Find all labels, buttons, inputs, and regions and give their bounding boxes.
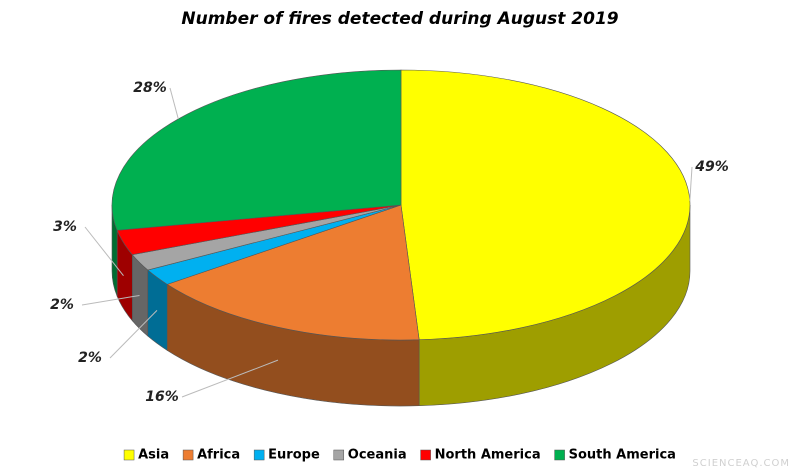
legend-swatch	[554, 449, 565, 461]
legend-label: North America	[435, 448, 541, 463]
legend-label: South America	[569, 448, 676, 463]
data-label: 2%	[50, 297, 74, 313]
legend-swatch	[253, 449, 265, 461]
legend-label: Asia	[138, 448, 169, 463]
data-label: 3%	[53, 219, 77, 235]
data-label: 49%	[694, 159, 729, 175]
chart-title: Number of fires detected during August 2…	[181, 9, 618, 29]
legend: Asia Africa Europe Oceania North America Sout…	[123, 448, 676, 463]
data-label: 28%	[133, 80, 167, 96]
leader-line	[109, 309, 158, 359]
pie-slice	[166, 204, 420, 341]
leader-line	[169, 87, 179, 120]
legend-swatch	[420, 449, 431, 461]
leader-line	[81, 294, 140, 306]
legend-label: Oceania	[348, 448, 407, 463]
data-label: 2%	[78, 350, 102, 366]
legend-label: Africa	[197, 448, 240, 463]
legend-swatch	[182, 449, 194, 461]
leader-line	[689, 166, 693, 201]
legend-swatch	[123, 449, 135, 461]
legend-swatch	[333, 449, 345, 461]
legend-label: Europe	[268, 448, 320, 463]
watermark: SCIENCEAQ.COM	[692, 458, 790, 469]
leader-line	[181, 359, 279, 398]
data-label: 16%	[145, 389, 179, 405]
leader-line	[84, 226, 124, 276]
pie-slice	[400, 69, 691, 341]
